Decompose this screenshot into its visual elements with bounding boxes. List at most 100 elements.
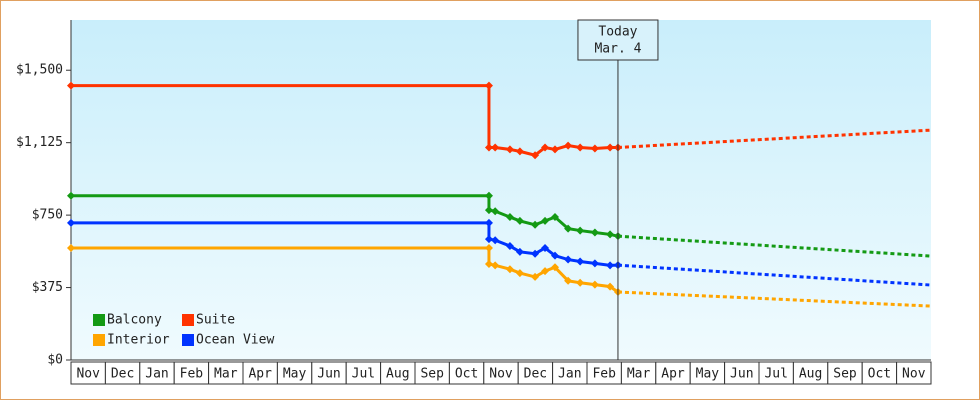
price-point [491, 207, 500, 216]
x-tick-label: Jul [764, 367, 787, 382]
legend-swatch [182, 334, 194, 346]
price-point [531, 151, 540, 160]
price-point [67, 191, 75, 200]
price-point [541, 267, 550, 276]
price-point [564, 224, 573, 233]
price-point [541, 143, 550, 152]
x-tick-label: Sep [420, 367, 444, 382]
price-point [531, 220, 540, 229]
x-tick-label: May [696, 367, 720, 382]
x-tick-label: Jan [145, 367, 168, 382]
price-point [606, 261, 615, 270]
legend-label: Interior [107, 333, 170, 348]
price-point [515, 216, 524, 225]
price-point [515, 247, 524, 256]
price-point [606, 282, 615, 291]
price-point [505, 242, 514, 251]
price-point [505, 265, 514, 274]
x-tick-label: Jul [352, 367, 375, 382]
price-point [67, 218, 75, 227]
price-point [576, 226, 585, 235]
x-tick-label: Dec [524, 367, 547, 382]
x-tick-label: Nov [902, 367, 926, 382]
price-point [484, 206, 493, 215]
x-tick-label: Feb [592, 367, 616, 382]
price-point [484, 81, 493, 90]
price-point [590, 280, 599, 289]
price-point [67, 81, 75, 90]
x-tick-label: Feb [180, 367, 204, 382]
x-tick-label: Oct [455, 367, 478, 382]
today-date: Mar. 4 [594, 42, 641, 57]
price-point [67, 243, 75, 252]
x-tick-label: Apr [661, 367, 685, 382]
y-tick-label: $0 [47, 353, 63, 368]
x-tick-label: May [283, 367, 307, 382]
price-point [515, 269, 524, 278]
x-tick-label: Mar [214, 367, 238, 382]
month-cell [896, 361, 932, 385]
forecast-line [617, 234, 932, 258]
price-point [551, 263, 560, 272]
legend-swatch [93, 314, 105, 326]
x-tick-label: Mar [627, 367, 651, 382]
today-label: Today [598, 25, 637, 40]
price-point [576, 143, 585, 152]
x-tick-label: Dec [111, 367, 134, 382]
x-tick-label: Apr [248, 367, 272, 382]
legend-swatch [182, 314, 194, 326]
price-point [590, 259, 599, 268]
price-point [484, 218, 493, 227]
forecast-line [617, 290, 932, 308]
x-tick-label: Oct [868, 367, 891, 382]
price-point [551, 251, 560, 260]
price-point [484, 259, 493, 268]
price-point [484, 143, 493, 152]
price-point [564, 141, 573, 150]
forecast-line [617, 128, 932, 149]
price-point [484, 243, 493, 252]
price-point [491, 236, 500, 245]
price-point [484, 191, 493, 200]
price-point [551, 213, 560, 222]
x-tick-label: Jun [317, 367, 340, 382]
price-point [590, 228, 599, 237]
today-box [577, 19, 659, 61]
price-point [576, 257, 585, 266]
x-tick-label: Jun [730, 367, 753, 382]
price-point [491, 261, 500, 270]
plot-area [71, 20, 931, 360]
price-point [541, 216, 550, 225]
x-tick-label: Aug [386, 367, 409, 382]
x-tick-label: Sep [833, 367, 857, 382]
price-point [505, 145, 514, 154]
price-point [590, 144, 599, 153]
legend-label: Balcony [107, 313, 162, 328]
legend-label: Ocean View [196, 333, 274, 348]
y-tick-label: $750 [32, 208, 63, 223]
price-point [576, 278, 585, 287]
price-point [551, 145, 560, 154]
price-point [505, 213, 514, 222]
forecast-line [617, 263, 932, 287]
price-point [491, 143, 500, 152]
price-point [606, 143, 615, 152]
price-point [531, 249, 540, 258]
y-tick-label: $1,125 [16, 135, 63, 150]
price-point [564, 276, 573, 285]
price-point [564, 255, 573, 264]
x-tick-label: Aug [799, 367, 822, 382]
price-point [531, 272, 540, 281]
legend-label: Suite [196, 313, 235, 328]
price-point [484, 235, 493, 244]
legend-swatch [93, 334, 105, 346]
price-point [515, 147, 524, 156]
price-point [541, 243, 550, 252]
y-tick-label: $1,500 [16, 63, 63, 78]
price-point [606, 230, 615, 239]
x-tick-label: Nov [489, 367, 513, 382]
y-tick-label: $375 [32, 280, 63, 295]
x-tick-label: Jan [558, 367, 581, 382]
x-tick-label: Nov [76, 367, 100, 382]
